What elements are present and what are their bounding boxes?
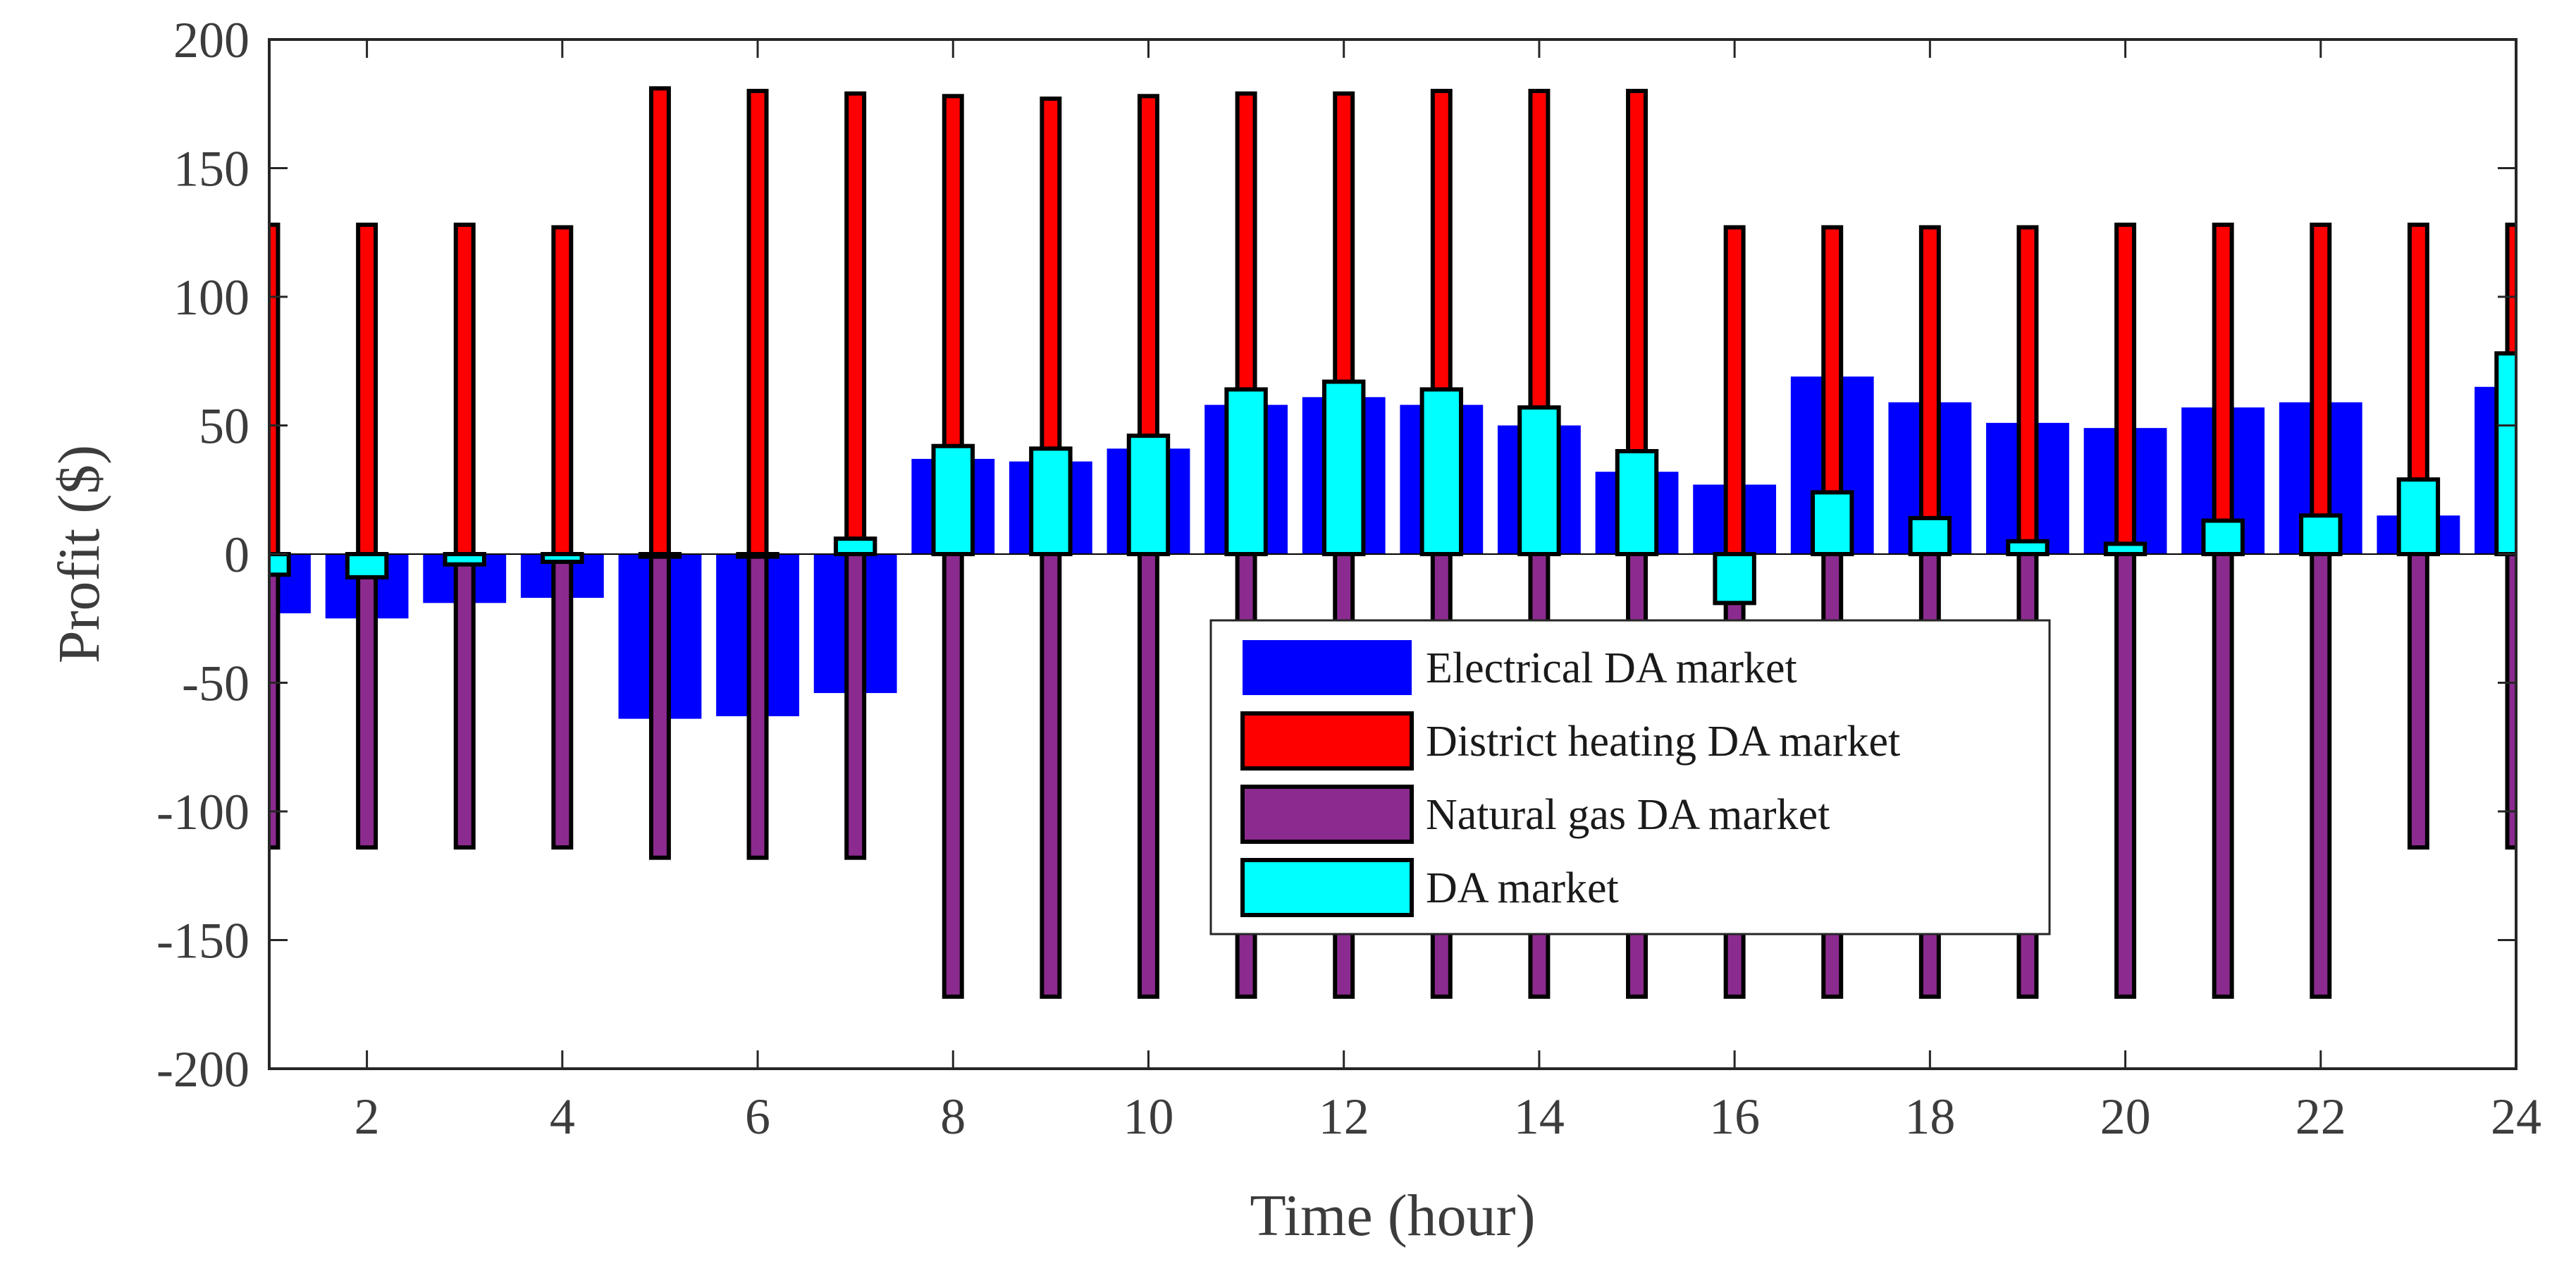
y-tick-label--200: -200 bbox=[156, 1041, 249, 1098]
bar-natural-gas-da-market-hour-8 bbox=[942, 552, 964, 999]
bar-da-market-hour-19 bbox=[2006, 539, 2050, 556]
bar-da-market-hour-18 bbox=[1908, 515, 1952, 557]
bar-natural-gas-da-market-hour-22 bbox=[2310, 552, 2332, 999]
bar-da-market-hour-2 bbox=[345, 552, 389, 579]
bar-district-heating-da-market-hour-3 bbox=[453, 222, 476, 556]
legend-label-electrical-da-market: Electrical DA market bbox=[1426, 644, 1797, 692]
y-tick-label-100: 100 bbox=[173, 269, 249, 326]
x-tick-label-4: 4 bbox=[550, 1088, 575, 1145]
bar-district-heating-da-market-hour-20 bbox=[2114, 222, 2137, 556]
bar-da-market-hour-9 bbox=[1029, 446, 1073, 556]
y-tick-label-0: 0 bbox=[224, 527, 249, 583]
bar-da-market-hour-7 bbox=[833, 536, 877, 556]
bar-district-heating-da-market-hour-21 bbox=[2212, 222, 2234, 556]
y-tick-label-150: 150 bbox=[173, 141, 249, 197]
x-tick-label-10: 10 bbox=[1123, 1088, 1173, 1145]
bar-natural-gas-da-market-hour-3 bbox=[453, 552, 476, 850]
bar-natural-gas-da-market-hour-4 bbox=[551, 552, 574, 850]
bar-natural-gas-da-market-hour-5 bbox=[648, 552, 671, 860]
axis-ticks bbox=[269, 38, 2518, 1070]
bar-natural-gas-da-market-hour-9 bbox=[1040, 552, 1062, 999]
bar-da-market-hour-15 bbox=[1615, 449, 1659, 556]
x-tick-label-16: 16 bbox=[1709, 1088, 1760, 1145]
y-tick-label-50: 50 bbox=[199, 398, 249, 455]
bar-da-market-hour-17 bbox=[1811, 490, 1854, 557]
bar-district-heating-da-market-hour-16 bbox=[1723, 225, 1746, 556]
bar-district-heating-da-market-hour-2 bbox=[356, 222, 378, 556]
bar-da-market-hour-20 bbox=[2103, 541, 2147, 557]
bar-da-market-hour-11 bbox=[1224, 387, 1268, 557]
bar-da-market-hour-8 bbox=[931, 443, 975, 557]
bar-natural-gas-da-market-hour-10 bbox=[1138, 552, 1159, 999]
x-tick-label-8: 8 bbox=[940, 1088, 966, 1145]
x-tick-label-24: 24 bbox=[2491, 1088, 2541, 1145]
bar-da-market-hour-4 bbox=[541, 552, 584, 564]
bar-da-market-hour-12 bbox=[1321, 379, 1366, 557]
bar-da-market-hour-24 bbox=[2494, 351, 2516, 556]
legend-swatch-electrical-da-market bbox=[1243, 640, 1412, 695]
bar-da-market-hour-22 bbox=[2299, 513, 2343, 556]
y-axis-title: Profit ($) bbox=[47, 445, 112, 663]
x-tick-label-2: 2 bbox=[355, 1088, 380, 1145]
bar-district-heating-da-market-hour-7 bbox=[844, 91, 867, 556]
bar-natural-gas-da-market-hour-20 bbox=[2114, 552, 2137, 999]
legend: Electrical DA market District heating DA … bbox=[1209, 619, 2051, 935]
x-tick-label-14: 14 bbox=[1514, 1088, 1565, 1145]
bar-da-market-hour-23 bbox=[2396, 477, 2441, 557]
y-tick-label--100: -100 bbox=[156, 784, 249, 840]
bar-district-heating-da-market-hour-4 bbox=[551, 225, 574, 556]
y-tick-label-200: 200 bbox=[173, 12, 249, 68]
bar-da-market-hour-14 bbox=[1517, 405, 1561, 557]
legend-swatch-da-market bbox=[1240, 858, 1414, 917]
bar-natural-gas-da-market-hour-21 bbox=[2212, 552, 2234, 999]
y-tick-label--150: -150 bbox=[156, 913, 249, 969]
y-tick-label--50: -50 bbox=[182, 656, 249, 712]
bar-district-heating-da-market-hour-5 bbox=[648, 86, 671, 557]
x-axis-title: Time (hour) bbox=[1250, 1183, 1535, 1248]
legend-label-district-heating-da-market: District heating DA market bbox=[1426, 718, 1900, 766]
bar-natural-gas-da-market-hour-7 bbox=[844, 552, 867, 860]
legend-label-natural-gas-da-market: Natural gas DA market bbox=[1426, 791, 1830, 839]
bar-da-market-hour-10 bbox=[1126, 434, 1171, 556]
bar-natural-gas-da-market-hour-23 bbox=[2407, 552, 2429, 850]
x-tick-label-12: 12 bbox=[1319, 1088, 1369, 1145]
bar-natural-gas-da-market-hour-1 bbox=[269, 552, 281, 850]
legend-swatch-district-heating-da-market bbox=[1240, 711, 1414, 771]
bar-district-heating-da-market-hour-22 bbox=[2310, 222, 2332, 556]
da-market-series bbox=[269, 351, 2516, 606]
bar-district-heating-da-market-hour-18 bbox=[1918, 225, 1941, 556]
axis-tick-labels: 2 4 6 8 10 12 14 16 18 20 22 24-200-150-100-5005010… bbox=[156, 12, 2541, 1145]
bar-district-heating-da-market-hour-1 bbox=[269, 222, 281, 556]
bar-district-heating-da-market-hour-6 bbox=[746, 89, 769, 556]
bar-natural-gas-da-market-hour-2 bbox=[356, 552, 378, 850]
bar-natural-gas-da-market-hour-6 bbox=[746, 552, 769, 860]
legend-swatch-natural-gas-da-market bbox=[1240, 785, 1414, 844]
bar-da-market-hour-13 bbox=[1419, 387, 1464, 557]
bar-da-market-hour-21 bbox=[2201, 518, 2245, 556]
x-tick-label-6: 6 bbox=[745, 1088, 770, 1145]
bar-da-market-hour-1 bbox=[269, 552, 291, 577]
x-tick-label-20: 20 bbox=[2100, 1088, 2151, 1145]
bar-da-market-hour-3 bbox=[443, 552, 486, 567]
x-tick-label-18: 18 bbox=[1904, 1088, 1955, 1145]
bar-da-market-hour-16 bbox=[1713, 552, 1756, 606]
x-tick-label-22: 22 bbox=[2295, 1088, 2346, 1145]
bar-district-heating-da-market-hour-19 bbox=[2016, 225, 2039, 556]
legend-label-da-market: DA market bbox=[1426, 864, 1619, 912]
